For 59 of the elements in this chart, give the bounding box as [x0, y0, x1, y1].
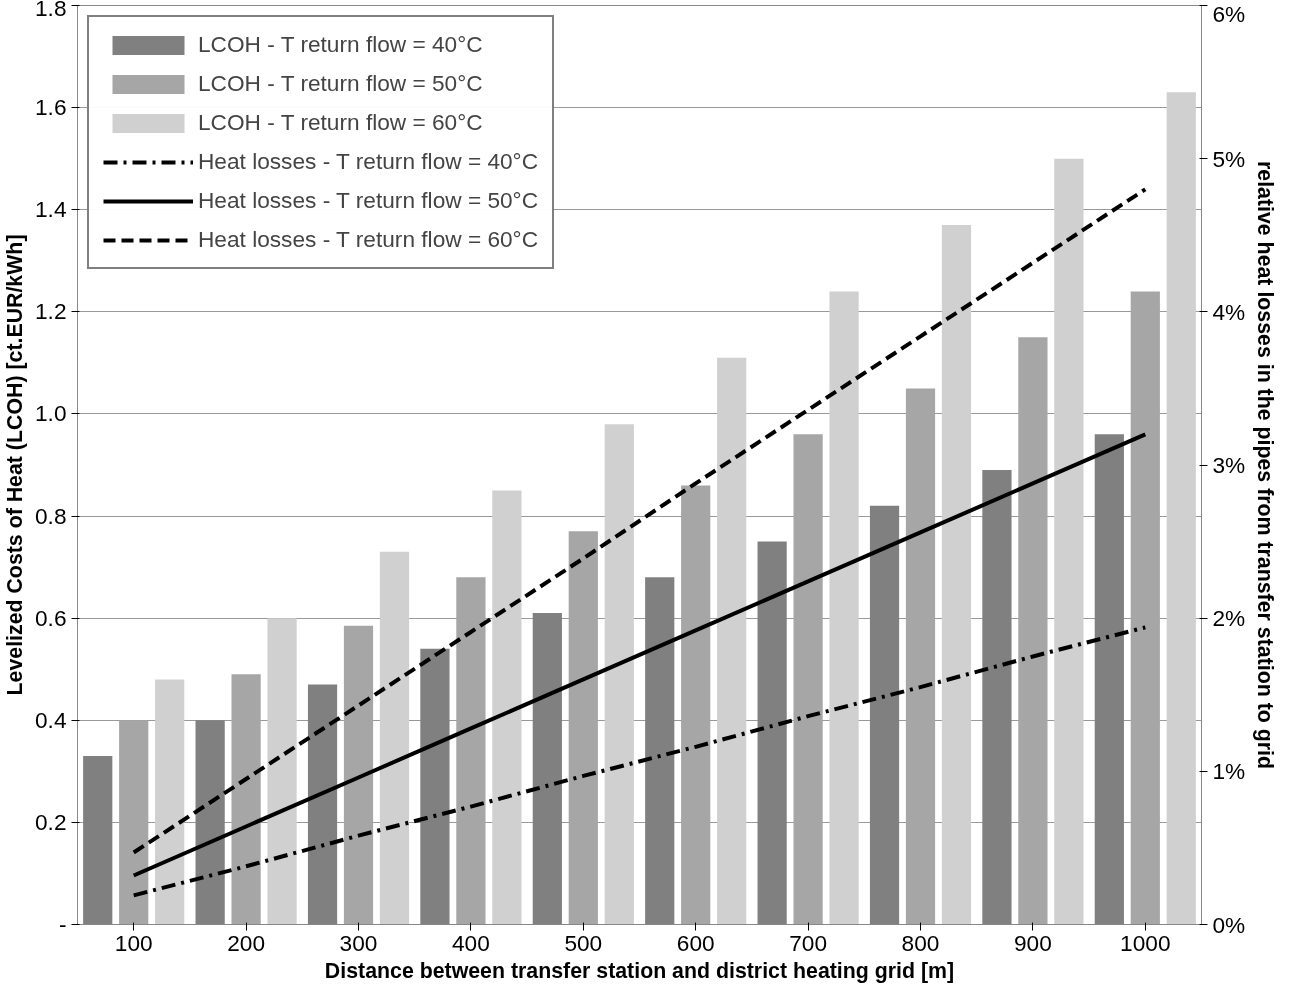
bar [1130, 291, 1160, 925]
line-series [131, 432, 1148, 878]
x-tick-label: 800 [901, 929, 940, 956]
x-tick-label: 300 [339, 929, 378, 956]
bar [604, 424, 634, 925]
bar [456, 577, 486, 925]
y2-tick-label: 0% [1212, 911, 1246, 938]
x-tick-label: 900 [1014, 929, 1052, 956]
y2-tick-label: 6% [1212, 0, 1246, 27]
bar [379, 551, 410, 925]
bar [568, 531, 598, 925]
y-tick-label: 1.2 [35, 298, 67, 325]
bar [793, 434, 823, 925]
y2-tick-label: 1% [1212, 758, 1246, 785]
bar [1166, 92, 1196, 925]
bar [119, 720, 149, 925]
y-tick-label: 0.4 [35, 706, 67, 733]
y-tick-label: - [58, 911, 67, 937]
y-tick-label: 1.0 [35, 400, 67, 427]
legend-label: Heat losses - T return flow = 50°C [198, 187, 539, 214]
legend-label: LCOH - T return flow = 50°C [198, 70, 483, 97]
y2-tick-label: 4% [1212, 298, 1246, 325]
x-tick-label: 100 [114, 929, 153, 956]
y2-tick-label: 3% [1212, 452, 1246, 478]
bar [155, 679, 185, 925]
x-tick-label: 1000 [1120, 929, 1171, 956]
bar [1054, 158, 1084, 925]
y-tick-label: 1.8 [35, 0, 67, 21]
y2-axis-title: relative heat losses in the pipes from transfer station to grid [1253, 161, 1278, 769]
bar [905, 388, 936, 925]
x-axis-title: Distance between transfer station and district heating grid [m] [324, 958, 955, 983]
legend-label: Heat losses - T return flow = 40°C [198, 148, 539, 175]
legend-label: LCOH - T return flow = 40°C [198, 31, 483, 58]
bar [492, 490, 522, 925]
bar [941, 225, 972, 925]
legend-label: LCOH - T return flow = 60°C [198, 109, 483, 136]
y-tick-label: 0.8 [35, 502, 67, 529]
bar [681, 485, 711, 925]
x-tick-label: 400 [452, 929, 490, 956]
bar [231, 674, 261, 925]
x-tick-label: 600 [676, 929, 715, 956]
line-series [131, 625, 1148, 898]
y-tick-label: 0.2 [35, 808, 67, 835]
bar [267, 618, 297, 925]
bar [829, 291, 859, 925]
y2-tick-label: 2% [1212, 605, 1246, 632]
x-tick-label: 200 [227, 929, 266, 956]
bar [343, 625, 374, 925]
y2-tick-label: 5% [1212, 145, 1246, 172]
bar [717, 357, 747, 925]
x-tick-label: 500 [564, 929, 603, 956]
bar [1018, 337, 1048, 925]
legend-label: Heat losses - T return flow = 60°C [198, 226, 539, 253]
y-axis-title: Levelized Costs of Heat (LCOH) [ct.EUR/kWh] [3, 234, 27, 696]
y-tick-label: 1.6 [35, 94, 67, 121]
y-tick-label: 0.6 [35, 604, 67, 631]
line-series [131, 187, 1148, 855]
x-tick-label: 700 [789, 929, 828, 956]
y-tick-label: 1.4 [35, 196, 67, 223]
